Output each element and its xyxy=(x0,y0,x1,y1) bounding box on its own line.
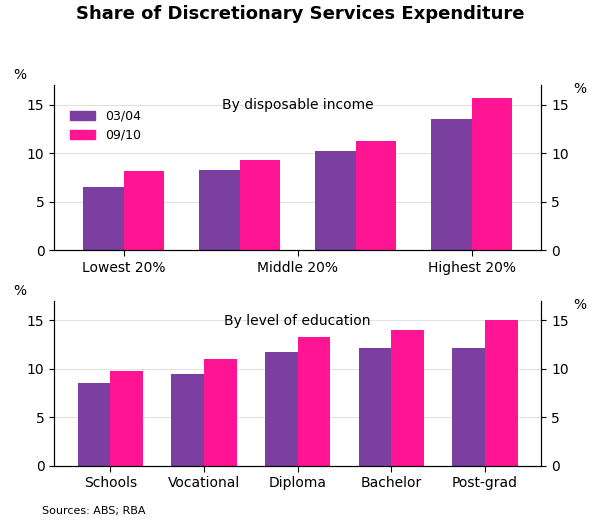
Bar xyxy=(124,171,164,250)
Bar xyxy=(485,320,518,466)
Bar xyxy=(204,359,237,466)
Bar xyxy=(356,141,396,250)
Bar xyxy=(452,349,485,466)
Y-axis label: %: % xyxy=(13,283,26,297)
Bar xyxy=(391,330,424,466)
Y-axis label: %: % xyxy=(13,68,26,82)
Bar xyxy=(472,98,512,250)
Y-axis label: %: % xyxy=(574,297,587,312)
Bar xyxy=(199,170,239,250)
Bar xyxy=(265,352,298,466)
Bar xyxy=(298,337,331,466)
Bar xyxy=(77,383,110,466)
Bar xyxy=(110,371,143,466)
Text: By disposable income: By disposable income xyxy=(222,98,373,113)
Legend: 03/04, 09/10: 03/04, 09/10 xyxy=(65,105,146,147)
Bar xyxy=(359,349,391,466)
Bar xyxy=(239,160,280,250)
Bar xyxy=(431,119,472,250)
Text: Sources: ABS; RBA: Sources: ABS; RBA xyxy=(42,506,146,516)
Text: Share of Discretionary Services Expenditure: Share of Discretionary Services Expendit… xyxy=(76,5,524,23)
Bar xyxy=(83,187,124,250)
Bar xyxy=(315,151,356,250)
Bar xyxy=(171,374,204,466)
Y-axis label: %: % xyxy=(574,82,587,96)
Text: By level of education: By level of education xyxy=(224,314,371,328)
